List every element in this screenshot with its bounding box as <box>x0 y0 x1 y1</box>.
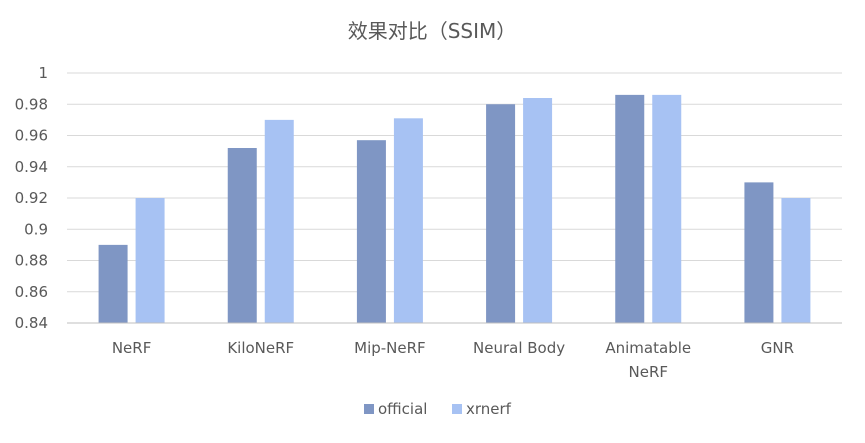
legend-label-official: official <box>378 400 427 418</box>
bar-xrnerf-0 <box>135 198 165 323</box>
bar-xrnerf-3 <box>523 98 553 323</box>
bar-official-4 <box>615 94 645 323</box>
y-tick-label: 0.88 <box>15 252 48 270</box>
y-tick-label: 0.96 <box>15 127 48 145</box>
x-category-label: KiloNeRF <box>227 339 294 357</box>
bar-xrnerf-5 <box>781 198 811 323</box>
x-category-label: NeRF <box>112 339 152 357</box>
y-tick-label: 0.98 <box>15 95 48 113</box>
y-tick-label: 0.92 <box>15 189 48 207</box>
legend: official xrnerf <box>364 400 512 418</box>
chart-title: 效果对比（SSIM） <box>348 19 517 43</box>
x-category-label: Animatable <box>605 339 691 357</box>
bar-official-0 <box>98 244 128 323</box>
y-tick-label: 0.94 <box>15 158 48 176</box>
bar-xrnerf-2 <box>393 118 423 323</box>
legend-swatch-official <box>364 404 374 414</box>
bar-official-1 <box>227 148 257 323</box>
bar-xrnerf-1 <box>264 119 294 323</box>
y-axis-ticks: 0.84 0.86 0.88 0.9 0.92 0.94 0.96 0.98 1 <box>15 64 48 332</box>
x-category-label: NeRF <box>629 363 669 381</box>
bars <box>98 94 811 323</box>
bar-xrnerf-4 <box>652 94 682 323</box>
y-tick-label: 0.84 <box>15 314 48 332</box>
bar-official-5 <box>744 182 774 323</box>
legend-label-xrnerf: xrnerf <box>466 400 512 418</box>
x-category-label: Mip-NeRF <box>354 339 426 357</box>
x-axis-categories: NeRF KiloNeRF Mip-NeRF Neural Body Animatabl… <box>112 339 794 381</box>
x-category-label: GNR <box>761 339 794 357</box>
y-tick-label: 0.9 <box>24 220 48 238</box>
y-tick-label: 0.86 <box>15 283 48 301</box>
bar-official-3 <box>486 104 516 323</box>
x-category-label: Neural Body <box>473 339 565 357</box>
y-tick-label: 1 <box>38 64 48 82</box>
bar-official-2 <box>356 140 386 323</box>
gridlines <box>67 72 842 293</box>
legend-swatch-xrnerf <box>452 404 462 414</box>
